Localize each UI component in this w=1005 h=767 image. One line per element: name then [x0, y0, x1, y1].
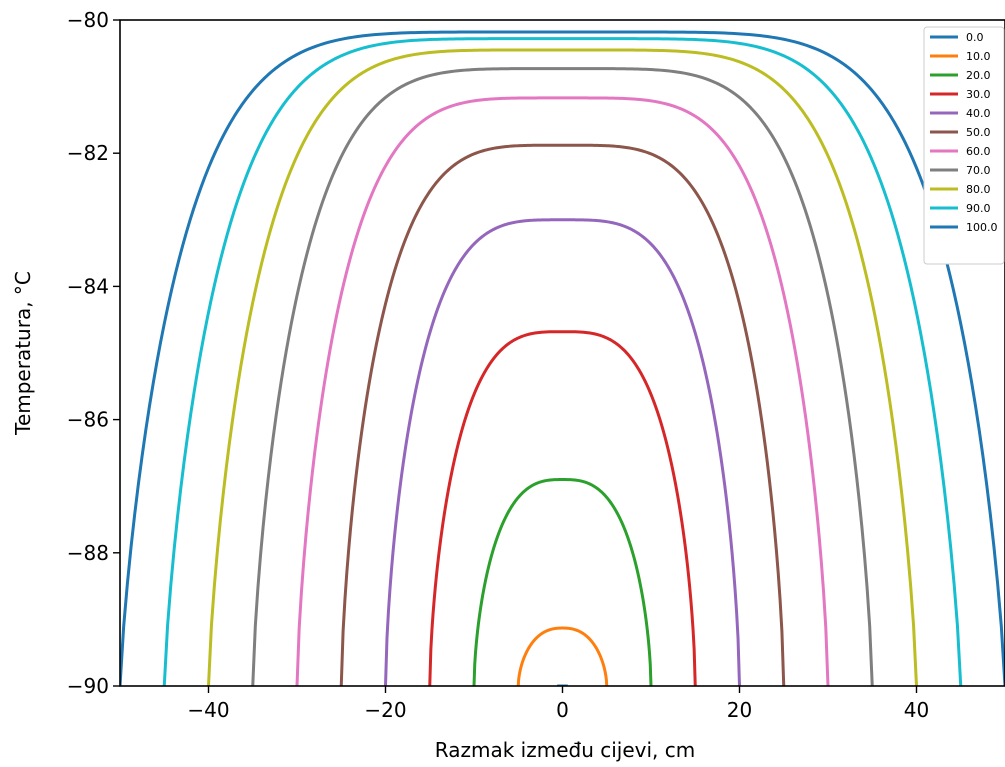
legend-label: 80.0 [966, 183, 991, 196]
legend-label: 70.0 [966, 164, 991, 177]
y-tick-label: −88 [67, 541, 109, 565]
series-line-30.0 [428, 330, 697, 686]
series-line-60.0 [295, 96, 830, 686]
legend-label: 60.0 [966, 145, 991, 158]
legend-label: 20.0 [966, 69, 991, 82]
series-line-40.0 [384, 218, 741, 686]
x-tick-label: 0 [556, 698, 569, 722]
legend-label: 0.0 [966, 31, 984, 44]
series-line-20.0 [472, 478, 653, 686]
x-tick-label: 20 [727, 698, 752, 722]
x-tick-label: 40 [904, 698, 929, 722]
y-tick-label: −84 [67, 274, 109, 298]
legend-label: 100.0 [966, 221, 998, 234]
y-tick-label: −86 [67, 408, 109, 432]
legend-label: 30.0 [966, 88, 991, 101]
legend-label: 40.0 [966, 107, 991, 120]
legend-label: 90.0 [966, 202, 991, 215]
x-axis: −40 −20 0 20 40 [187, 686, 929, 722]
y-tick-label: −82 [67, 141, 109, 165]
x-tick-label: −20 [364, 698, 406, 722]
series-line-90.0 [162, 37, 963, 686]
legend-label: 10.0 [966, 50, 991, 63]
series-layer [120, 30, 1005, 686]
x-axis-label: Razmak između cijevi, cm [435, 738, 695, 762]
series-line-50.0 [339, 143, 786, 686]
plot-frame [119, 19, 1005, 687]
series-line-80.0 [207, 48, 918, 686]
series-line-70.0 [251, 67, 874, 686]
legend-box [923, 26, 1005, 265]
y-tick-label: −90 [67, 674, 109, 698]
legend: 0.0 10.0 20.0 30.0 40.0 50.0 60.0 70.0 80.0 90.0 1… [923, 26, 1005, 265]
x-tick-label: −40 [187, 698, 229, 722]
series-line-100.0 [120, 30, 1005, 686]
y-axis-label: Temperatura, °C [11, 271, 35, 436]
legend-label: 50.0 [966, 126, 991, 139]
y-axis: −90 −88 −86 −84 −82 −80 [67, 8, 120, 698]
y-tick-label: −80 [67, 8, 109, 32]
series-line-10.0 [516, 626, 609, 686]
